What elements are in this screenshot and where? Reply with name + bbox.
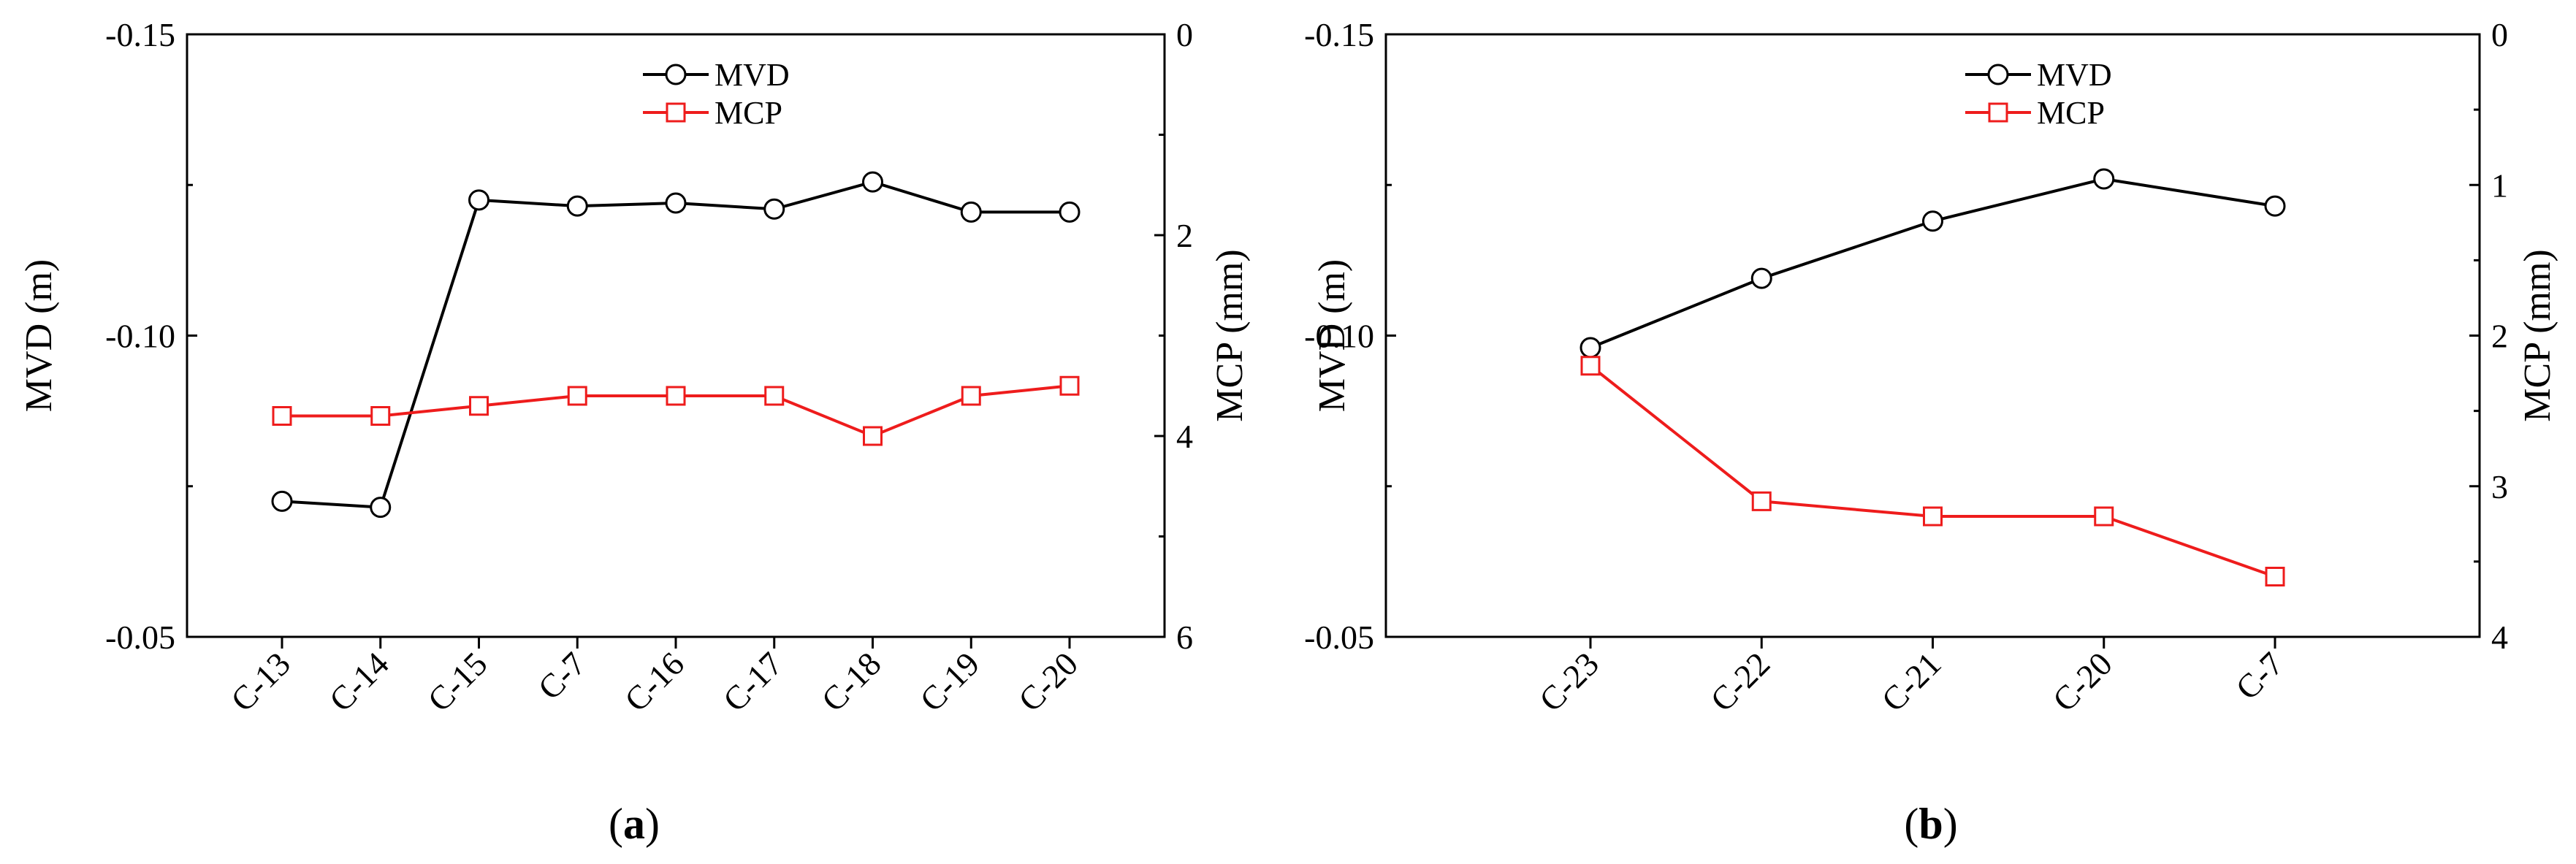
legend-label-mcp: MCP	[715, 95, 782, 131]
point-mvd	[271, 490, 293, 512]
point-mvd	[763, 198, 785, 220]
plot-frame	[1384, 33, 2481, 638]
point-mcp	[1059, 375, 1080, 396]
point-mvd	[2093, 168, 2115, 190]
plot-frame	[186, 33, 1166, 638]
y-tick-label: -0.15	[105, 16, 175, 53]
y-tick-label: -0.10	[1304, 318, 1374, 355]
point-mcp	[764, 386, 785, 406]
legend-marker-mvd	[665, 64, 687, 85]
point-mcp	[1751, 491, 1772, 511]
x-tick-label: C-21	[1874, 645, 1948, 719]
y2-tick-label: 0	[2491, 16, 2508, 53]
x-tick-label: C-22	[1703, 645, 1777, 719]
point-mvd	[468, 189, 489, 211]
point-mvd	[1750, 267, 1772, 289]
legend-marker-mcp	[666, 102, 686, 123]
y-tick-label: -0.10	[105, 318, 175, 355]
point-mcp	[666, 386, 686, 406]
legend-marker-mvd	[1987, 64, 2009, 85]
y2-tick-label: 2	[2491, 318, 2508, 355]
point-mcp	[567, 386, 587, 406]
y2-tick-label: 4	[2491, 619, 2508, 656]
point-mcp	[370, 406, 391, 426]
y2-tick-label: 6	[1176, 619, 1193, 656]
x-tick-label: C-19	[912, 645, 986, 719]
y-tick-label: -0.05	[105, 619, 175, 656]
legend-marker-mcp	[1988, 102, 2008, 123]
point-mcp	[272, 406, 292, 426]
x-tick-label: C-17	[716, 645, 790, 719]
x-tick-label: C-18	[814, 645, 888, 719]
point-mvd	[370, 497, 392, 519]
point-mcp	[863, 426, 883, 446]
x-tick-label: C-15	[420, 645, 494, 719]
point-mvd	[566, 195, 588, 217]
point-mvd	[1059, 201, 1081, 223]
x-tick-label: C-7	[530, 645, 592, 707]
point-mvd	[960, 201, 982, 223]
chart-panel-a: -0.15 -0.10 -0.05 0 2 4 6 MVD (m) MCP (mm) C-13 C-…	[18, 16, 1251, 848]
point-mvd	[2264, 195, 2286, 217]
point-mcp	[1923, 506, 1943, 527]
x-tick-label: C-14	[322, 645, 396, 719]
point-mvd	[1579, 337, 1601, 359]
y2-tick-label: 1	[2491, 167, 2508, 204]
chart-panel-b: -0.15 -0.10 -0.05 0 1 2 3 4 MVD (m) MCP (mm) C-23 C…	[1304, 16, 2558, 848]
y2-axis-title: MCP (mm)	[2517, 249, 2558, 421]
x-tick-label: C-20	[1011, 645, 1085, 719]
series-line-mvd	[1590, 177, 2276, 349]
point-mvd	[862, 171, 883, 193]
x-tick-label: C-7	[2228, 645, 2290, 707]
y2-axis-title: MCP (mm)	[1209, 249, 1251, 421]
point-mcp	[2265, 567, 2285, 586]
y-tick-label: -0.15	[1304, 16, 1374, 53]
y2-tick-label: 4	[1176, 418, 1193, 455]
point-mcp	[961, 386, 981, 406]
y2-tick-label: 0	[1176, 16, 1193, 53]
point-mcp	[469, 396, 489, 416]
x-tick-label: C-23	[1532, 645, 1606, 719]
series-line-mvd	[281, 180, 1070, 509]
legend-label-mvd: MVD	[2037, 57, 2112, 93]
panel-label: (b)	[1904, 800, 1957, 848]
x-tick-label: C-13	[224, 645, 297, 719]
panel-label: (a)	[609, 800, 660, 848]
y-axis-title: MVD (m)	[18, 259, 60, 412]
y2-tick-label: 2	[1176, 217, 1193, 254]
point-mvd	[1922, 210, 1943, 232]
legend-label-mvd: MVD	[715, 57, 790, 93]
x-tick-label: C-20	[2046, 645, 2119, 719]
point-mvd	[665, 192, 687, 214]
series-line-mcp	[1589, 364, 2276, 578]
point-mcp	[2094, 506, 2114, 527]
y-axis-title: MVD (m)	[1311, 259, 1353, 412]
legend-label-mcp: MCP	[2037, 95, 2105, 131]
y-tick-label: -0.05	[1304, 619, 1374, 656]
point-mcp	[1580, 356, 1601, 376]
y2-tick-label: 3	[2491, 468, 2508, 505]
x-tick-label: C-16	[617, 645, 691, 719]
